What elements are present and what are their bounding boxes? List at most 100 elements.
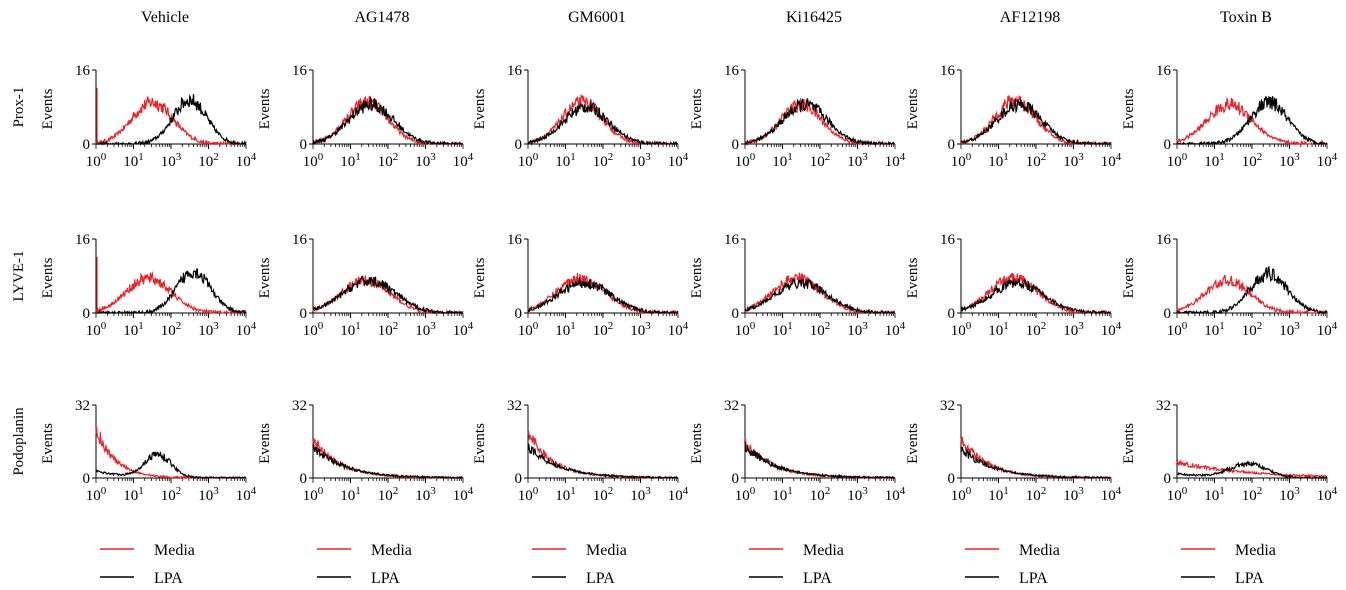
x-tick-label: 104 bbox=[236, 320, 257, 339]
x-tick-label: 104 bbox=[885, 320, 906, 339]
x-tick-label: 102 bbox=[1026, 485, 1047, 504]
y-tick-label-zero: 0 bbox=[300, 137, 308, 153]
y-axis-label: Events bbox=[257, 257, 273, 298]
y-axis-label: Events bbox=[472, 423, 488, 464]
x-tick-label: 101 bbox=[1204, 151, 1225, 170]
x-tick-label: 102 bbox=[1242, 151, 1263, 170]
x-tick-label: 102 bbox=[161, 320, 182, 339]
y-tick-label-zero: 0 bbox=[732, 471, 740, 487]
y-tick-label-zero: 0 bbox=[515, 137, 523, 153]
y-tick-label-max: 16 bbox=[75, 63, 91, 79]
legend: Media LPA bbox=[749, 542, 844, 587]
lpa-series-line bbox=[312, 96, 463, 146]
media-series-line bbox=[312, 275, 464, 315]
legend-media-label: Media bbox=[1019, 542, 1060, 559]
x-tick-label: 102 bbox=[1026, 151, 1047, 170]
x-tick-label: 104 bbox=[236, 485, 257, 504]
y-tick-label-max: 32 bbox=[75, 398, 90, 414]
x-tick-label: 102 bbox=[378, 151, 399, 170]
y-tick-label-zero: 0 bbox=[732, 137, 740, 153]
y-axis-label: Events bbox=[40, 88, 56, 129]
x-tick-label: 103 bbox=[198, 485, 219, 504]
x-tick-label: 104 bbox=[1317, 151, 1338, 170]
histogram-panel: 32 0 Events 100 101 102 103 104 bbox=[472, 398, 689, 504]
lpa-series-line bbox=[527, 276, 679, 315]
x-tick-label: 102 bbox=[1242, 485, 1263, 504]
x-tick-label: 100 bbox=[1167, 151, 1188, 170]
x-tick-label: 101 bbox=[772, 151, 793, 170]
x-tick-label: 102 bbox=[1026, 320, 1047, 339]
histogram-panel: 16 0 Events 100 101 102 103 104 bbox=[905, 63, 1122, 170]
histogram-panel: 16 0 Events 100 101 102 103 104 bbox=[472, 232, 689, 339]
legend: Media LPA bbox=[965, 542, 1060, 587]
x-tick-label: 103 bbox=[630, 151, 651, 170]
legend-lpa-label: LPA bbox=[803, 570, 832, 587]
x-tick-label: 100 bbox=[951, 485, 972, 504]
legend-media-label: Media bbox=[371, 542, 412, 559]
y-tick-label-max: 32 bbox=[1156, 398, 1171, 414]
column-header: AF12198 bbox=[1000, 9, 1060, 26]
media-series-line bbox=[960, 437, 1112, 480]
histogram-panel: 16 0 Events 100 101 102 103 104 bbox=[689, 63, 906, 170]
y-axis-label: Events bbox=[905, 423, 921, 464]
histogram-panel: 16 0 Events 100 101 102 103 104 bbox=[1121, 232, 1338, 339]
y-axis-label: Events bbox=[1121, 257, 1137, 298]
column-header: GM6001 bbox=[568, 9, 626, 26]
media-series-line bbox=[95, 271, 247, 315]
histogram-panel: 16 0 Events 100 101 102 103 104 bbox=[905, 232, 1122, 339]
histogram-panel: 16 0 Events 100 101 103 102 104 bbox=[40, 63, 257, 170]
legend-lpa-label: LPA bbox=[1235, 570, 1264, 587]
lpa-series-line bbox=[1177, 460, 1328, 480]
y-axis-label: Events bbox=[40, 423, 56, 464]
x-tick-label: 103 bbox=[847, 485, 868, 504]
legend-media-label: Media bbox=[154, 542, 195, 559]
column-header: AG1478 bbox=[354, 9, 409, 26]
y-tick-label-max: 16 bbox=[507, 232, 523, 248]
y-axis-label: Events bbox=[689, 88, 705, 129]
x-tick-label: 102 bbox=[198, 151, 219, 170]
column-header: Vehicle bbox=[141, 9, 189, 26]
lpa-series-line bbox=[527, 101, 679, 147]
x-tick-label: 102 bbox=[593, 151, 614, 170]
y-axis-label: Events bbox=[1121, 88, 1137, 129]
x-tick-label: 104 bbox=[1101, 151, 1122, 170]
column-header: Toxin B bbox=[1220, 9, 1272, 26]
legend-lpa-label: LPA bbox=[371, 570, 400, 587]
lpa-series-line bbox=[96, 268, 247, 315]
x-tick-label: 103 bbox=[1063, 485, 1084, 504]
x-tick-label: 101 bbox=[555, 320, 576, 339]
histogram-panel: 16 0 Events 100 101 102 103 104 bbox=[1121, 63, 1338, 170]
x-tick-label: 104 bbox=[1317, 320, 1338, 339]
media-series-line bbox=[744, 438, 895, 480]
media-series-line bbox=[960, 272, 1112, 315]
media-series-line bbox=[312, 437, 464, 480]
lpa-series-line bbox=[1176, 95, 1328, 146]
histogram-panel: 16 0 Events 100 101 102 103 104 bbox=[40, 232, 257, 339]
legend: Media LPA bbox=[1181, 542, 1276, 587]
media-series-line bbox=[95, 426, 246, 480]
y-tick-label-zero: 0 bbox=[83, 306, 91, 322]
x-tick-label: 103 bbox=[161, 151, 182, 170]
y-tick-label-zero: 0 bbox=[1164, 471, 1172, 487]
x-tick-label: 100 bbox=[1167, 320, 1188, 339]
x-tick-label: 101 bbox=[772, 485, 793, 504]
y-tick-label-max: 16 bbox=[724, 63, 740, 79]
x-tick-label: 100 bbox=[303, 151, 324, 170]
y-axis-label: Events bbox=[472, 257, 488, 298]
histogram-panel: 16 0 Events 100 101 102 103 104 bbox=[472, 63, 689, 170]
y-axis-label: Events bbox=[1121, 423, 1137, 464]
x-tick-label: 102 bbox=[161, 485, 182, 504]
histogram-panel: 32 0 Events 100 101 102 103 104 bbox=[689, 398, 906, 504]
lpa-series-line bbox=[960, 277, 1111, 315]
x-tick-label: 103 bbox=[630, 485, 651, 504]
y-axis-label: Events bbox=[689, 423, 705, 464]
x-tick-label: 101 bbox=[123, 485, 144, 504]
x-tick-label: 100 bbox=[735, 320, 756, 339]
histogram-panel: 32 0 Events 100 101 102 103 104 bbox=[905, 398, 1122, 504]
x-tick-label: 102 bbox=[1242, 320, 1263, 339]
media-series-line bbox=[312, 95, 464, 147]
y-tick-label-max: 32 bbox=[507, 398, 522, 414]
media-series-line bbox=[527, 272, 678, 315]
lpa-series-line bbox=[744, 98, 895, 147]
y-tick-label-zero: 0 bbox=[300, 306, 308, 322]
